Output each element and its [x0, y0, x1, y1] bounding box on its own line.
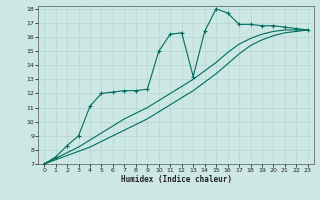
X-axis label: Humidex (Indice chaleur): Humidex (Indice chaleur) [121, 175, 231, 184]
